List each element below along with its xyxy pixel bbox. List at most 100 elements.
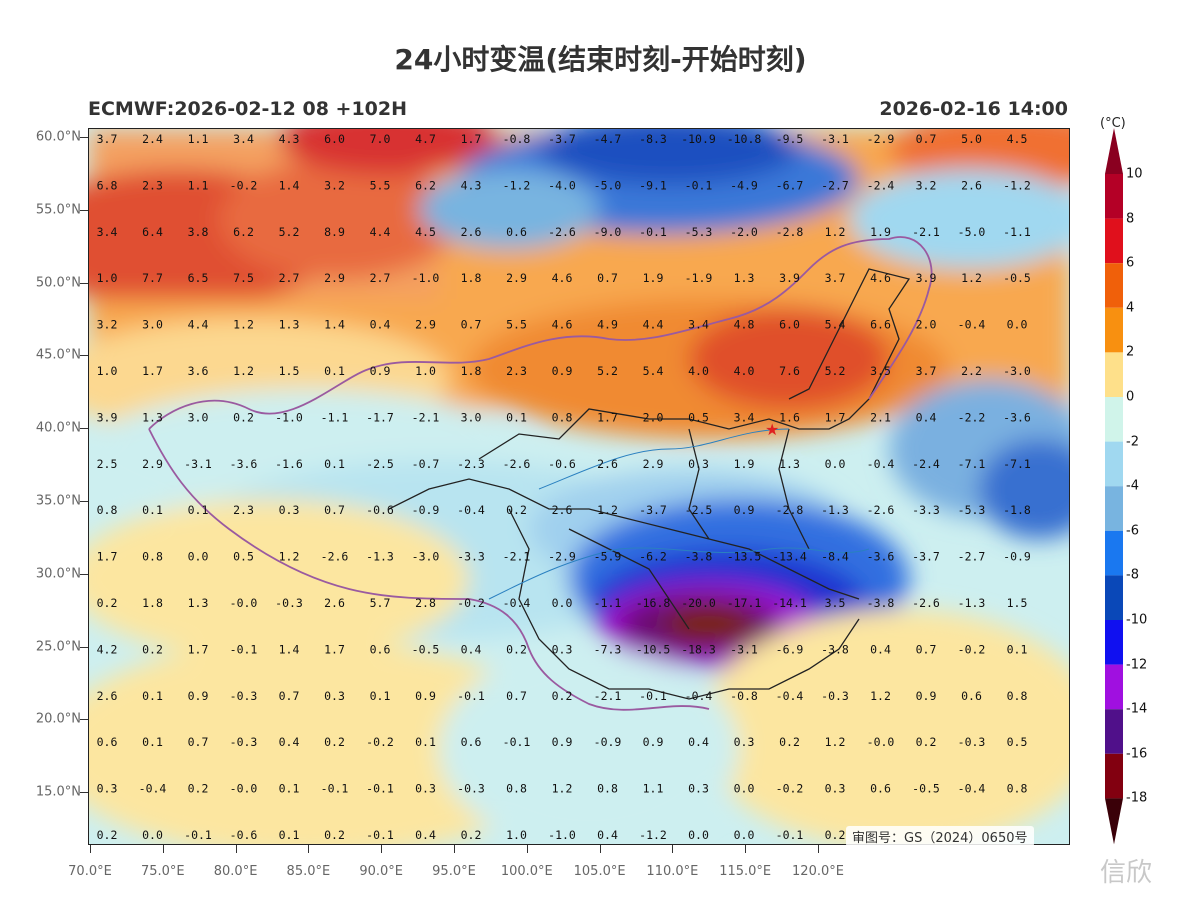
- grid-value: -0.6: [548, 457, 576, 471]
- grid-value: -0.4: [958, 782, 986, 796]
- grid-value: 0.0: [688, 828, 709, 842]
- grid-value: 4.4: [643, 318, 664, 332]
- grid-value: 5.2: [825, 364, 846, 378]
- latitude-tick: [80, 792, 88, 794]
- colorbar-tick-label: -16: [1126, 746, 1148, 762]
- grid-value: 2.3: [142, 178, 163, 192]
- grid-value: 2.6: [597, 457, 618, 471]
- grid-value: 3.2: [916, 178, 937, 192]
- longitude-tick: [526, 845, 528, 853]
- grid-value: -3.8: [685, 550, 713, 564]
- grid-value: 1.4: [324, 318, 345, 332]
- grid-value: 2.6: [961, 178, 982, 192]
- grid-value: 0.8: [142, 550, 163, 564]
- grid-value: 5.5: [370, 178, 391, 192]
- capital-star-icon: ★: [765, 420, 779, 439]
- grid-value: -2.8: [776, 225, 804, 239]
- model-run-label: ECMWF:2026-02-12 08 +102H: [88, 98, 408, 120]
- grid-value: -0.5: [1003, 271, 1031, 285]
- grid-value: -4.7: [594, 132, 622, 146]
- grid-value: 0.6: [461, 735, 482, 749]
- grid-value: 2.7: [370, 271, 391, 285]
- grid-value: 2.9: [643, 457, 664, 471]
- grid-value: 0.1: [1007, 642, 1028, 656]
- latitude-tick: [80, 646, 88, 648]
- grid-value: 1.4: [279, 178, 300, 192]
- grid-value: 7.5: [233, 271, 254, 285]
- colorbar-tick-label: -4: [1126, 478, 1139, 494]
- grid-value: 6.2: [415, 178, 436, 192]
- grid-value: -2.8: [776, 503, 804, 517]
- colorbar-tick-label: -12: [1126, 657, 1148, 673]
- grid-value: -7.1: [1003, 457, 1031, 471]
- map-frame: ★ 3.7 2.4 1.1 3.4 4.3 6.0 7.0 4.7 1.7 -0.8 -3.7 -4.…: [88, 128, 1070, 845]
- colorbar-tick-label: 10: [1126, 166, 1143, 182]
- grid-value: 1.9: [870, 225, 891, 239]
- grid-value: -13.5: [727, 550, 762, 564]
- grid-value: 0.1: [188, 503, 209, 517]
- grid-value: -0.6: [230, 828, 258, 842]
- grid-value: 0.4: [370, 318, 391, 332]
- grid-value: 0.3: [688, 457, 709, 471]
- grid-value: 0.2: [97, 828, 118, 842]
- latitude-label: 25.0°N: [35, 639, 81, 655]
- grid-value: -1.3: [366, 550, 394, 564]
- grid-value: -0.1: [503, 735, 531, 749]
- grid-value: 0.4: [597, 828, 618, 842]
- grid-value: 0.0: [734, 828, 755, 842]
- grid-value: 0.4: [916, 410, 937, 424]
- grid-value: -1.1: [321, 410, 349, 424]
- longitude-tick: [235, 845, 237, 853]
- grid-value: 6.0: [779, 318, 800, 332]
- grid-value: 1.8: [461, 271, 482, 285]
- grid-value: -0.2: [366, 735, 394, 749]
- grid-value: -0.3: [457, 782, 485, 796]
- colorbar-tick-label: -6: [1126, 523, 1139, 539]
- grid-value: 0.1: [506, 410, 527, 424]
- grid-value: -0.2: [230, 178, 258, 192]
- colorbar-segment: [1105, 530, 1123, 576]
- grid-value: 1.1: [643, 782, 664, 796]
- grid-value: -0.1: [366, 782, 394, 796]
- grid-value: 1.7: [825, 410, 846, 424]
- grid-value: 1.2: [233, 364, 254, 378]
- temperature-change-values: 3.7 2.4 1.1 3.4 4.3 6.0 7.0 4.7 1.7 -0.8 -3.7 -4.7 -…: [97, 132, 1031, 842]
- colorbar-top-arrow: [1105, 128, 1123, 174]
- rivers: [488, 428, 870, 600]
- grid-value: -2.7: [821, 178, 849, 192]
- grid-value: -2.1: [412, 410, 440, 424]
- grid-value: 4.6: [552, 271, 573, 285]
- grid-value: -3.6: [230, 457, 258, 471]
- grid-value: 0.8: [597, 782, 618, 796]
- grid-value: 0.7: [461, 318, 482, 332]
- grid-value: 3.9: [97, 410, 118, 424]
- grid-value: -2.1: [912, 225, 940, 239]
- grid-value: 0.3: [415, 782, 436, 796]
- grid-value: 4.2: [97, 642, 118, 656]
- grid-value: 5.0: [961, 132, 982, 146]
- grid-value: 3.0: [461, 410, 482, 424]
- grid-value: 0.2: [233, 410, 254, 424]
- colorbar-tick-label: 2: [1126, 344, 1135, 360]
- grid-value: 1.3: [779, 457, 800, 471]
- grid-value: 1.1: [188, 178, 209, 192]
- grid-value: -0.4: [958, 318, 986, 332]
- grid-value: 3.6: [188, 364, 209, 378]
- grid-value: 5.2: [597, 364, 618, 378]
- grid-value: 0.4: [279, 735, 300, 749]
- grid-value: 7.6: [779, 364, 800, 378]
- grid-value: 0.0: [552, 596, 573, 610]
- grid-value: 0.8: [97, 503, 118, 517]
- grid-value: -10.8: [727, 132, 762, 146]
- grid-value: 0.3: [97, 782, 118, 796]
- grid-value: 0.2: [188, 782, 209, 796]
- grid-value: 2.6: [461, 225, 482, 239]
- grid-value: 1.2: [552, 782, 573, 796]
- colorbar-segment: [1105, 709, 1123, 754]
- grid-value: -0.2: [457, 596, 485, 610]
- grid-value: -0.1: [639, 225, 667, 239]
- grid-value: -3.0: [1003, 364, 1031, 378]
- grid-value: -16.8: [636, 596, 671, 610]
- grid-value: 3.4: [233, 132, 254, 146]
- grid-value: -3.8: [821, 642, 849, 656]
